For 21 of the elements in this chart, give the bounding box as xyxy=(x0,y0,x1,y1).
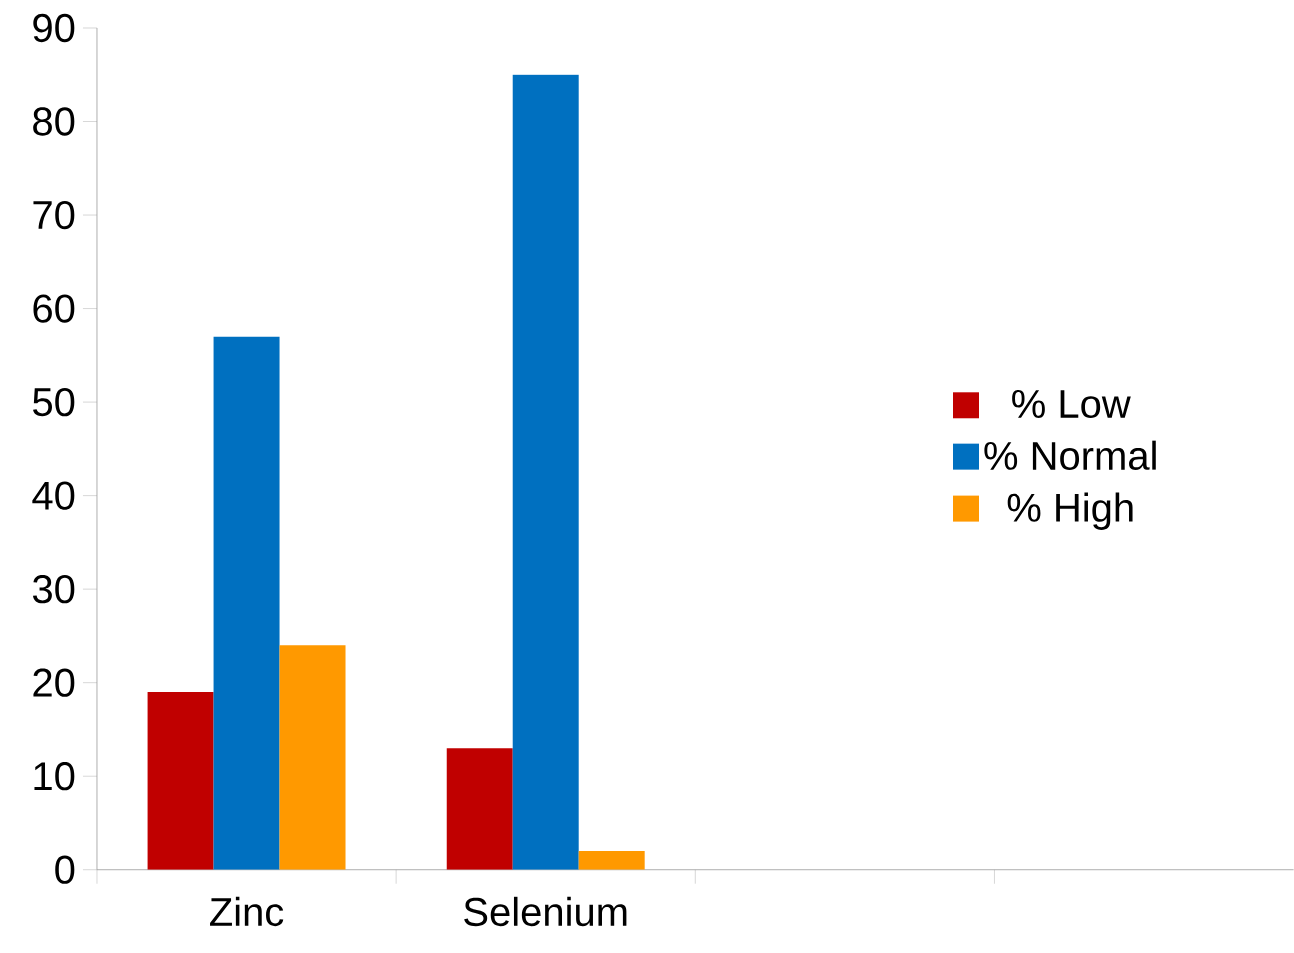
y-tick-label: 10 xyxy=(34,762,75,791)
legend-label: % Normal xyxy=(984,440,1156,471)
y-tick-label: 80 xyxy=(33,107,75,136)
y-tick-label: 50 xyxy=(33,388,75,417)
y-tick-label: 20 xyxy=(33,668,75,697)
y-tick-label: 30 xyxy=(32,575,75,604)
x-tick-label: Zinc xyxy=(210,896,284,927)
legend-label: % Low xyxy=(1012,390,1131,419)
legend-label: % High xyxy=(1007,492,1133,531)
bar xyxy=(512,74,579,870)
bar xyxy=(147,692,214,870)
y-tick-label: 0 xyxy=(55,855,75,885)
y-tick-label: 70 xyxy=(33,201,75,230)
bar xyxy=(446,748,513,870)
bar xyxy=(279,645,346,870)
x-tick-label: Selenium xyxy=(464,896,627,927)
bar xyxy=(578,851,645,870)
y-tick-label: 60 xyxy=(33,294,75,323)
bar xyxy=(213,336,280,870)
y-tick-label: 90 xyxy=(33,13,75,43)
y-tick-label: 40 xyxy=(32,481,75,510)
